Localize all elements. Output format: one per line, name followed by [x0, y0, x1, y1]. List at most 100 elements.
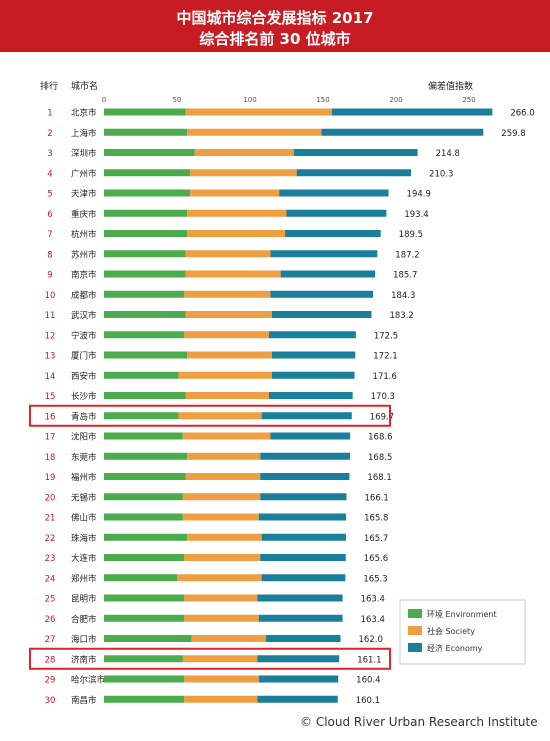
- rank-label: 30: [45, 696, 56, 706]
- rank-label: 27: [45, 635, 56, 645]
- rank-label: 16: [45, 412, 56, 422]
- city-label: 南京市: [71, 270, 97, 281]
- city-label: 昆明市: [71, 594, 97, 605]
- x-tick-label: 0: [102, 96, 106, 104]
- bar-segment-environment: [104, 533, 188, 541]
- bar-segment-economy: [296, 169, 412, 177]
- bar-segment-environment: [104, 189, 191, 197]
- bar-segment-environment: [104, 635, 192, 642]
- city-label: 海口市: [71, 634, 97, 645]
- rank-label: 11: [45, 311, 56, 321]
- rank-label: 15: [45, 392, 56, 402]
- bar-segment-environment: [104, 513, 183, 521]
- legend-swatch: [408, 643, 422, 652]
- bar-segment-society: [184, 331, 269, 339]
- bar-segment-society: [194, 149, 294, 156]
- city-label: 大连市: [71, 553, 97, 564]
- bar-segment-society: [187, 128, 322, 136]
- title-banner: 中国城市综合发展指标 2017 综合排名前 30 位城市: [0, 0, 550, 52]
- total-value-label: 172.5: [374, 331, 398, 341]
- bar-segment-society: [182, 513, 259, 521]
- city-label: 北京市: [71, 108, 97, 119]
- bar-segment-society: [187, 230, 286, 237]
- bar-segment-society: [182, 493, 261, 501]
- total-value-label: 194.9: [407, 190, 431, 200]
- bar-segment-society: [182, 432, 271, 440]
- bar-segment-society: [187, 452, 261, 460]
- total-value-label: 161.1: [357, 655, 381, 665]
- total-value-label: 160.1: [356, 696, 380, 706]
- bar-segment-society: [184, 594, 258, 602]
- bar-segment-environment: [104, 574, 177, 582]
- x-tick-label: 150: [316, 96, 329, 104]
- bar-segment-economy: [261, 412, 352, 420]
- chart-title: 中国城市综合发展指标 2017: [176, 9, 374, 27]
- city-label: 成都市: [71, 290, 97, 301]
- bar-segment-economy: [257, 594, 343, 602]
- bar-segment-economy: [260, 493, 347, 501]
- bar-segment-environment: [104, 331, 185, 339]
- bar-segment-environment: [104, 412, 179, 420]
- total-value-label: 165.6: [364, 554, 388, 564]
- total-value-label: 165.8: [364, 514, 388, 524]
- bar-segment-society: [177, 574, 262, 582]
- bar-segment-environment: [104, 169, 191, 177]
- total-value-label: 210.3: [429, 169, 453, 179]
- bar-segment-economy: [331, 108, 493, 116]
- city-label: 佛山市: [71, 513, 97, 524]
- total-value-label: 266.0: [510, 109, 534, 119]
- total-value-label: 168.6: [368, 433, 392, 443]
- bar-segment-environment: [104, 230, 188, 237]
- total-value-label: 162.0: [359, 635, 383, 645]
- bar-segment-environment: [104, 250, 186, 258]
- bar-segment-environment: [104, 311, 186, 318]
- city-label: 厦门市: [71, 351, 97, 362]
- bar-segment-society: [182, 655, 258, 663]
- city-label: 南昌市: [71, 695, 97, 706]
- bar-segment-environment: [104, 594, 185, 602]
- city-label: 福州市: [71, 472, 97, 483]
- bar-segment-economy: [261, 574, 346, 582]
- bar-segment-economy: [271, 351, 356, 359]
- total-value-label: 214.8: [436, 149, 460, 159]
- bar-segment-economy: [286, 209, 387, 217]
- x-tick-label: 100: [243, 96, 256, 104]
- rank-label: 18: [45, 453, 56, 463]
- bar-segment-environment: [104, 371, 179, 379]
- city-label: 珠海市: [71, 533, 97, 544]
- rank-label: 20: [45, 493, 56, 503]
- total-value-label: 170.3: [371, 392, 395, 402]
- city-label: 广州市: [71, 168, 97, 179]
- city-label: 杭州市: [71, 229, 97, 240]
- legend-label: 环境 Environment: [427, 609, 497, 619]
- city-label: 济南市: [71, 654, 97, 665]
- city-label: 西安市: [71, 371, 97, 382]
- bar-segment-economy: [321, 128, 484, 136]
- bar-segment-economy: [270, 290, 374, 298]
- bar-segment-environment: [104, 392, 186, 399]
- bar-segment-economy: [258, 513, 347, 521]
- rank-label: 17: [45, 433, 56, 443]
- bar-segment-environment: [104, 149, 195, 156]
- city-label: 重庆市: [71, 209, 97, 220]
- bar-segment-environment: [104, 351, 188, 359]
- total-value-label: 189.5: [399, 230, 423, 240]
- bar-segment-environment: [104, 655, 183, 663]
- bar-segment-society: [178, 371, 272, 379]
- legend-label: 经济 Economy: [427, 643, 483, 653]
- bar-segment-society: [184, 290, 271, 298]
- bar-segment-environment: [104, 290, 185, 298]
- bar-segment-society: [184, 675, 259, 683]
- header-rank: 排行: [40, 80, 58, 92]
- bar-segment-environment: [104, 209, 188, 217]
- bar-segment-economy: [268, 392, 353, 399]
- bar-segment-environment: [104, 614, 185, 622]
- rank-label: 5: [47, 190, 52, 200]
- bar-segment-environment: [104, 473, 186, 480]
- bar-segment-economy: [266, 635, 341, 642]
- header-value: 偏差值指数: [428, 80, 473, 92]
- bar-segment-economy: [261, 533, 346, 541]
- rank-label: 23: [45, 554, 56, 564]
- rank-label: 12: [45, 331, 56, 341]
- bar-segment-economy: [293, 149, 418, 156]
